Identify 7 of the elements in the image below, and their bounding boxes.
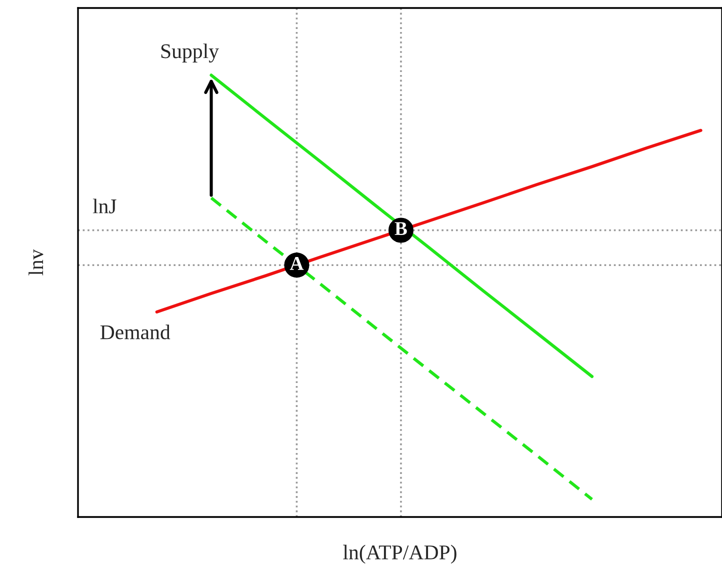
annotation: B bbox=[394, 222, 407, 235]
y-axis-title: lnv bbox=[28, 249, 44, 276]
annotation: A bbox=[290, 256, 304, 270]
ref-line-label: lnJ bbox=[92, 198, 116, 214]
series-label: Supply bbox=[161, 44, 219, 63]
x-axis-title: ln(ATP/ADP) bbox=[343, 544, 456, 564]
series-label: Demand bbox=[100, 324, 170, 340]
